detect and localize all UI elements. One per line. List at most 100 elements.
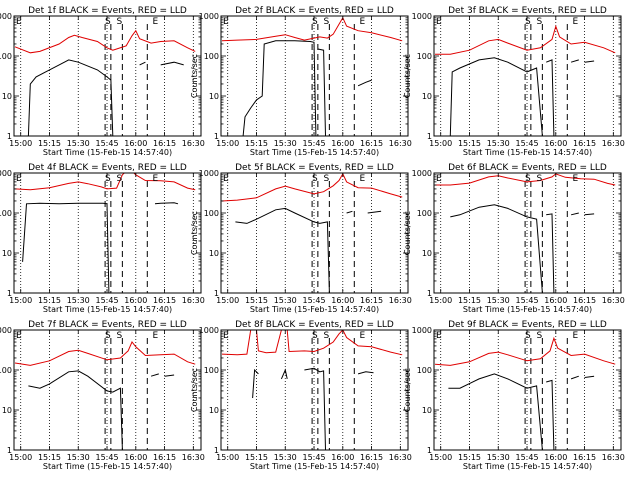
y-tick-label: 1 — [214, 289, 219, 298]
x-tick-label: 15:30 — [67, 296, 90, 305]
series-events-line — [367, 210, 382, 214]
x-tick-label: 15:45 — [515, 139, 538, 148]
interval-marker-label: E — [359, 331, 365, 341]
interval-marker-label: S — [105, 174, 111, 184]
series-events-line — [570, 59, 579, 63]
x-tick-label: 15:15 — [458, 296, 481, 305]
interval-marker-label: S — [537, 331, 543, 341]
y-tick-label: 1 — [7, 132, 12, 141]
x-tick-label: 15:00 — [216, 453, 239, 462]
panel-title: Det 2f BLACK = Events, RED = LLD — [235, 6, 394, 16]
series-events-line — [280, 368, 288, 380]
series-events-line — [357, 371, 374, 375]
series-events-line — [584, 60, 595, 63]
series-lld-line — [14, 341, 196, 366]
x-tick-label: 16:15 — [360, 296, 383, 305]
y-tick-label: 1000 — [199, 12, 219, 21]
panel-det-7f: 1 10 100 1000 15:00 15:15 15:30 15:45 16:00 16:15… — [0, 320, 205, 471]
x-tick-label: 15:45 — [302, 453, 325, 462]
x-tick-label: 15:00 — [216, 296, 239, 305]
x-tick-label: 15:15 — [245, 296, 268, 305]
x-tick-label: 16:00 — [544, 139, 567, 148]
x-axis-title: Start Time (15-Feb-15 14:57:40) — [43, 462, 172, 471]
x-tick-label: 15:15 — [458, 139, 481, 148]
x-axis-title: Start Time (15-Feb-15 14:57:40) — [250, 305, 379, 314]
interval-marker-label: S — [537, 174, 543, 184]
x-tick-label: 16:00 — [544, 296, 567, 305]
series-events-line — [584, 213, 595, 216]
series-events-line — [317, 48, 326, 136]
panel-det-4f: 1 10 100 1000 15:00 15:15 15:30 15:45 16:00 16:15… — [0, 163, 205, 314]
interval-marker-label: S — [117, 174, 123, 184]
plot-frame — [433, 329, 622, 451]
x-tick-label: 16:15 — [153, 453, 176, 462]
plot-frame — [13, 15, 202, 137]
x-axis-title: Start Time (15-Feb-15 14:57:40) — [463, 148, 592, 157]
x-tick-label: 16:30 — [389, 139, 412, 148]
x-tick-label: 16:00 — [124, 139, 147, 148]
x-tick-label: 15:00 — [429, 296, 452, 305]
y-tick-label: 10 — [2, 406, 12, 415]
panel-title: Det 7f BLACK = Events, RED = LLD — [28, 320, 187, 330]
y-tick-label: 1000 — [412, 12, 432, 21]
x-tick-label: 15:45 — [95, 453, 118, 462]
y-axis-title: Counts/sec — [190, 211, 199, 255]
interval-marker-label: E — [359, 174, 365, 184]
panel-det-8f: 1 10 100 1000 15:00 15:15 15:30 15:45 16:00 16:15… — [190, 320, 412, 471]
y-tick-label: 10 — [2, 92, 12, 101]
interval-marker-label: E — [16, 174, 22, 184]
x-tick-label: 15:15 — [458, 453, 481, 462]
series-events-line — [546, 213, 555, 293]
plot-frame — [13, 329, 202, 451]
interval-marker-label: S — [312, 331, 318, 341]
interval-marker-label: E — [16, 331, 22, 341]
interval-marker-label: E — [152, 174, 158, 184]
x-tick-label: 16:30 — [602, 453, 625, 462]
y-tick-label: 100 — [417, 52, 432, 61]
series-lld-line — [221, 16, 403, 42]
y-tick-label: 100 — [417, 366, 432, 375]
y-tick-label: 10 — [209, 92, 219, 101]
y-tick-label: 100 — [417, 209, 432, 218]
series-events-line — [154, 202, 179, 205]
interval-marker-label: S — [105, 331, 111, 341]
x-tick-label: 15:00 — [216, 139, 239, 148]
x-axis-title: Start Time (15-Feb-15 14:57:40) — [250, 462, 379, 471]
x-tick-label: 15:00 — [9, 139, 32, 148]
interval-marker-label: S — [324, 17, 330, 27]
x-tick-label: 15:30 — [274, 453, 297, 462]
x-tick-label: 16:00 — [331, 453, 354, 462]
y-tick-label: 1000 — [0, 169, 12, 178]
x-tick-label: 16:15 — [360, 453, 383, 462]
x-tick-label: 15:45 — [95, 139, 118, 148]
series-events-line — [27, 59, 114, 136]
interval-marker-label: S — [324, 174, 330, 184]
interval-marker-label: E — [223, 331, 229, 341]
interval-marker-label: E — [152, 331, 158, 341]
x-tick-label: 15:45 — [302, 139, 325, 148]
y-tick-label: 10 — [2, 249, 12, 258]
x-tick-label: 15:45 — [302, 296, 325, 305]
x-axis-title: Start Time (15-Feb-15 14:57:40) — [250, 148, 379, 157]
y-axis-title: Counts/sec — [403, 368, 412, 412]
x-tick-label: 15:30 — [67, 453, 90, 462]
panel-det-2f: 1 10 100 1000 15:00 15:15 15:30 15:45 16:00 16:15… — [190, 6, 412, 157]
y-tick-label: 100 — [204, 209, 219, 218]
panel-det-3f: 1 10 100 1000 15:00 15:15 15:30 15:45 16:00 16:15… — [403, 6, 625, 157]
y-tick-label: 100 — [204, 52, 219, 61]
x-tick-label: 15:45 — [515, 453, 538, 462]
series-lld-line — [221, 173, 403, 202]
x-tick-label: 15:15 — [38, 296, 61, 305]
x-tick-label: 16:15 — [153, 296, 176, 305]
interval-marker-label: S — [525, 17, 531, 27]
series-events-line — [546, 379, 555, 450]
interval-marker-label: E — [572, 331, 578, 341]
x-tick-label: 15:30 — [274, 296, 297, 305]
x-tick-label: 15:30 — [67, 139, 90, 148]
series-events-line — [346, 210, 353, 214]
y-tick-label: 1 — [214, 446, 219, 455]
series-lld-line — [221, 330, 403, 356]
y-tick-label: 10 — [422, 92, 432, 101]
series-events-line — [570, 212, 579, 216]
